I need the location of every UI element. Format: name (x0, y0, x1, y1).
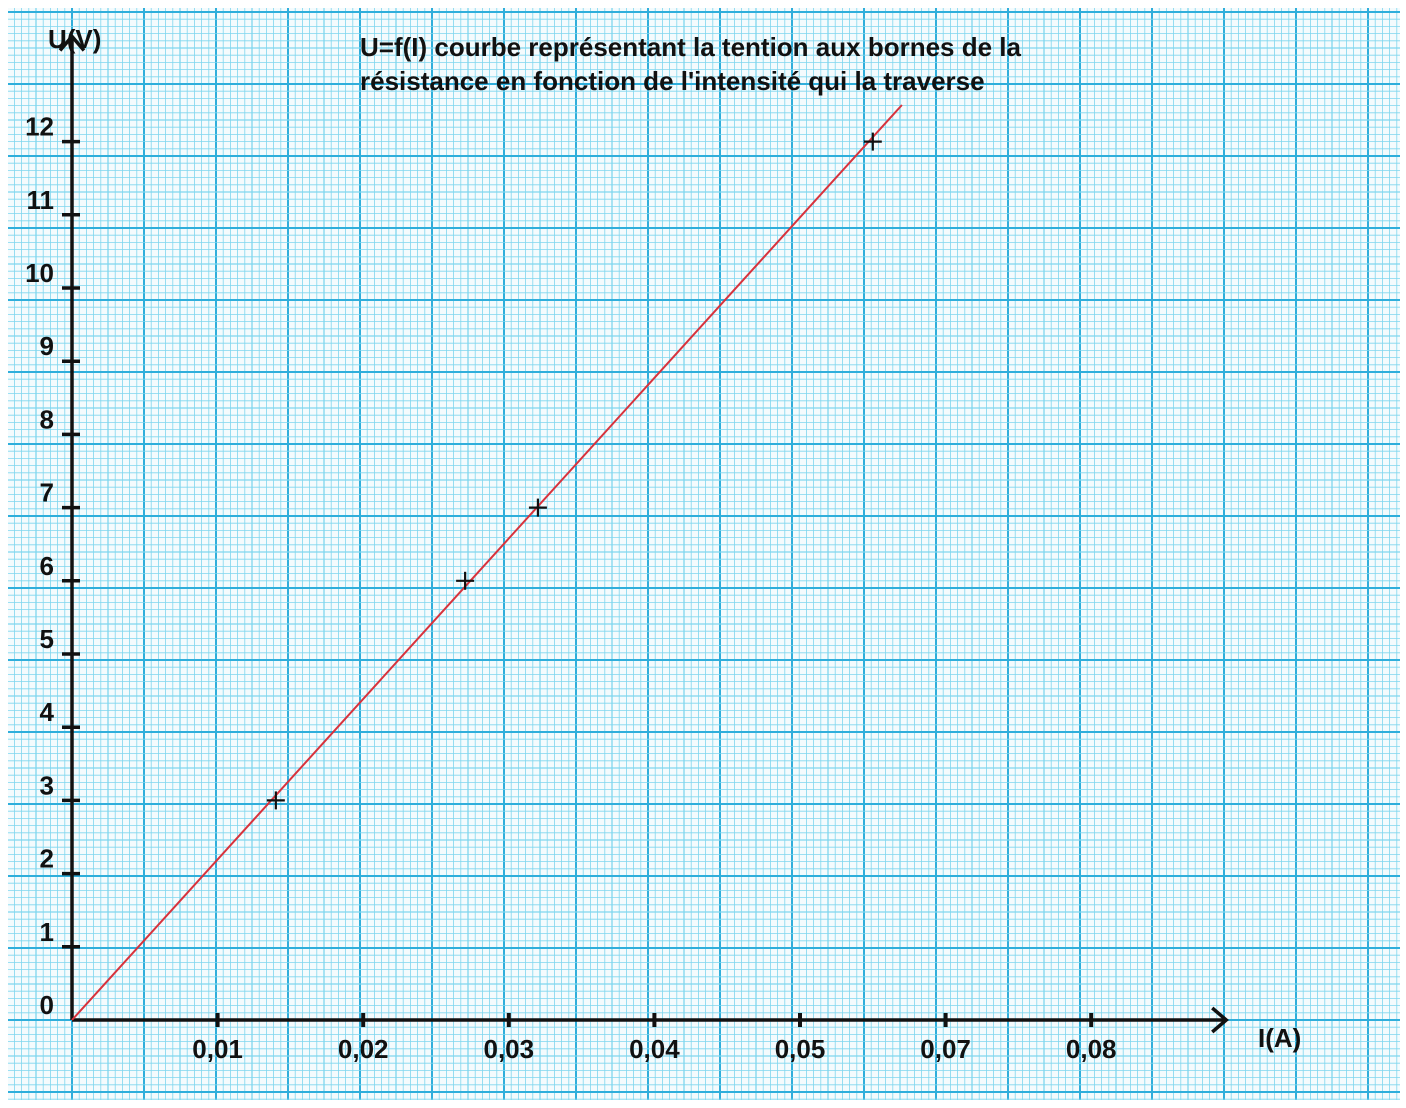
y-axis-label: U(V) (48, 24, 101, 54)
x-axis-label: I(A) (1258, 1023, 1301, 1053)
x-axis-arrow (1211, 1006, 1229, 1034)
fit-line-group (71, 104, 903, 1021)
y-tick-label: 9 (40, 331, 54, 361)
axes (58, 33, 1229, 1034)
y-tick-label: 6 (40, 551, 54, 581)
data-point-marker (528, 498, 547, 517)
y-tick-label: 12 (25, 112, 54, 142)
y-tick-label: 1 (40, 917, 54, 947)
y-tick-label: 7 (40, 478, 54, 508)
x-tick-label: 0,08 (1066, 1034, 1117, 1064)
y-tick-label: 0 (40, 990, 54, 1020)
y-tick-label: 10 (25, 258, 54, 288)
x-tick-label: 0,05 (775, 1034, 826, 1064)
x-tick-label: 0,04 (629, 1034, 680, 1064)
tick-labels: 0,01 0,02 0,03 0,04 0,05 0,07 0,08012345678910… (25, 112, 1116, 1064)
fit-line (71, 104, 903, 1021)
y-tick-label: 8 (40, 404, 54, 434)
y-tick-label: 3 (40, 770, 54, 800)
y-axis-arrow (58, 33, 86, 52)
grid (8, 8, 1400, 1100)
title-line-1: U=f(I) courbe représentant la tention au… (360, 32, 1022, 62)
y-tick-label: 11 (27, 185, 55, 215)
data-points (266, 132, 882, 810)
data-point-marker (266, 791, 285, 810)
y-tick-label: 2 (40, 844, 54, 874)
x-tick-label: 0,07 (920, 1034, 971, 1064)
data-point-marker (863, 132, 882, 151)
x-tick-label: 0,02 (338, 1034, 389, 1064)
chart-title: U=f(I) courbe représentant la tention au… (360, 32, 1022, 96)
y-tick-label: 5 (40, 624, 54, 654)
graph-paper (8, 8, 1400, 1100)
y-tick-label: 4 (40, 697, 55, 727)
data-point-marker (456, 571, 475, 590)
title-line-2: résistance en fonction de l'intensité qu… (360, 66, 985, 96)
x-tick-label: 0,01 (192, 1034, 243, 1064)
x-tick-label: 0,03 (483, 1034, 534, 1064)
